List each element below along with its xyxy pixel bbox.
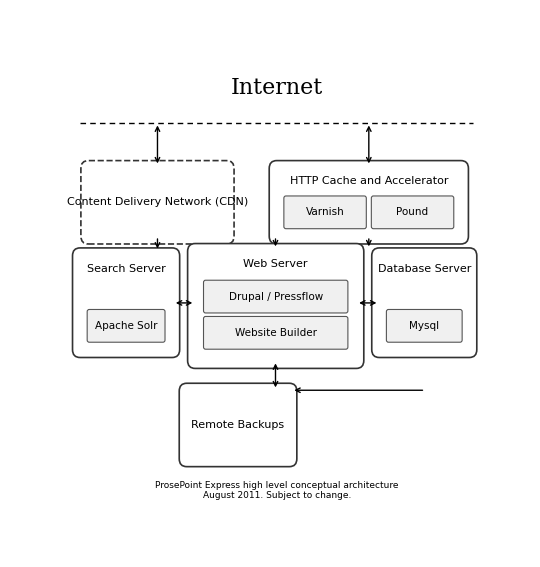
FancyBboxPatch shape: [284, 196, 366, 229]
Text: Website Builder: Website Builder: [235, 328, 316, 338]
Text: Remote Backups: Remote Backups: [192, 420, 285, 430]
FancyBboxPatch shape: [87, 310, 165, 342]
FancyBboxPatch shape: [72, 248, 180, 358]
Text: ProsePoint Express high level conceptual architecture
August 2011. Subject to ch: ProsePoint Express high level conceptual…: [155, 481, 399, 500]
FancyBboxPatch shape: [204, 280, 348, 313]
FancyBboxPatch shape: [387, 310, 462, 342]
Text: Search Server: Search Server: [87, 264, 165, 274]
Text: Pound: Pound: [396, 208, 429, 217]
Text: Drupal / Pressflow: Drupal / Pressflow: [228, 291, 323, 302]
FancyBboxPatch shape: [372, 196, 454, 229]
Text: Varnish: Varnish: [306, 208, 345, 217]
Text: Content Delivery Network (CDN): Content Delivery Network (CDN): [67, 197, 248, 208]
FancyBboxPatch shape: [81, 160, 234, 244]
Text: Mysql: Mysql: [409, 321, 440, 331]
FancyBboxPatch shape: [179, 383, 297, 467]
FancyBboxPatch shape: [204, 316, 348, 349]
Text: Web Server: Web Server: [244, 259, 308, 269]
Text: HTTP Cache and Accelerator: HTTP Cache and Accelerator: [289, 176, 448, 187]
FancyBboxPatch shape: [269, 160, 468, 244]
FancyBboxPatch shape: [372, 248, 477, 358]
Text: Internet: Internet: [231, 77, 323, 99]
FancyBboxPatch shape: [187, 244, 364, 369]
Text: Apache Solr: Apache Solr: [95, 321, 157, 331]
Text: Database Server: Database Server: [377, 264, 471, 274]
